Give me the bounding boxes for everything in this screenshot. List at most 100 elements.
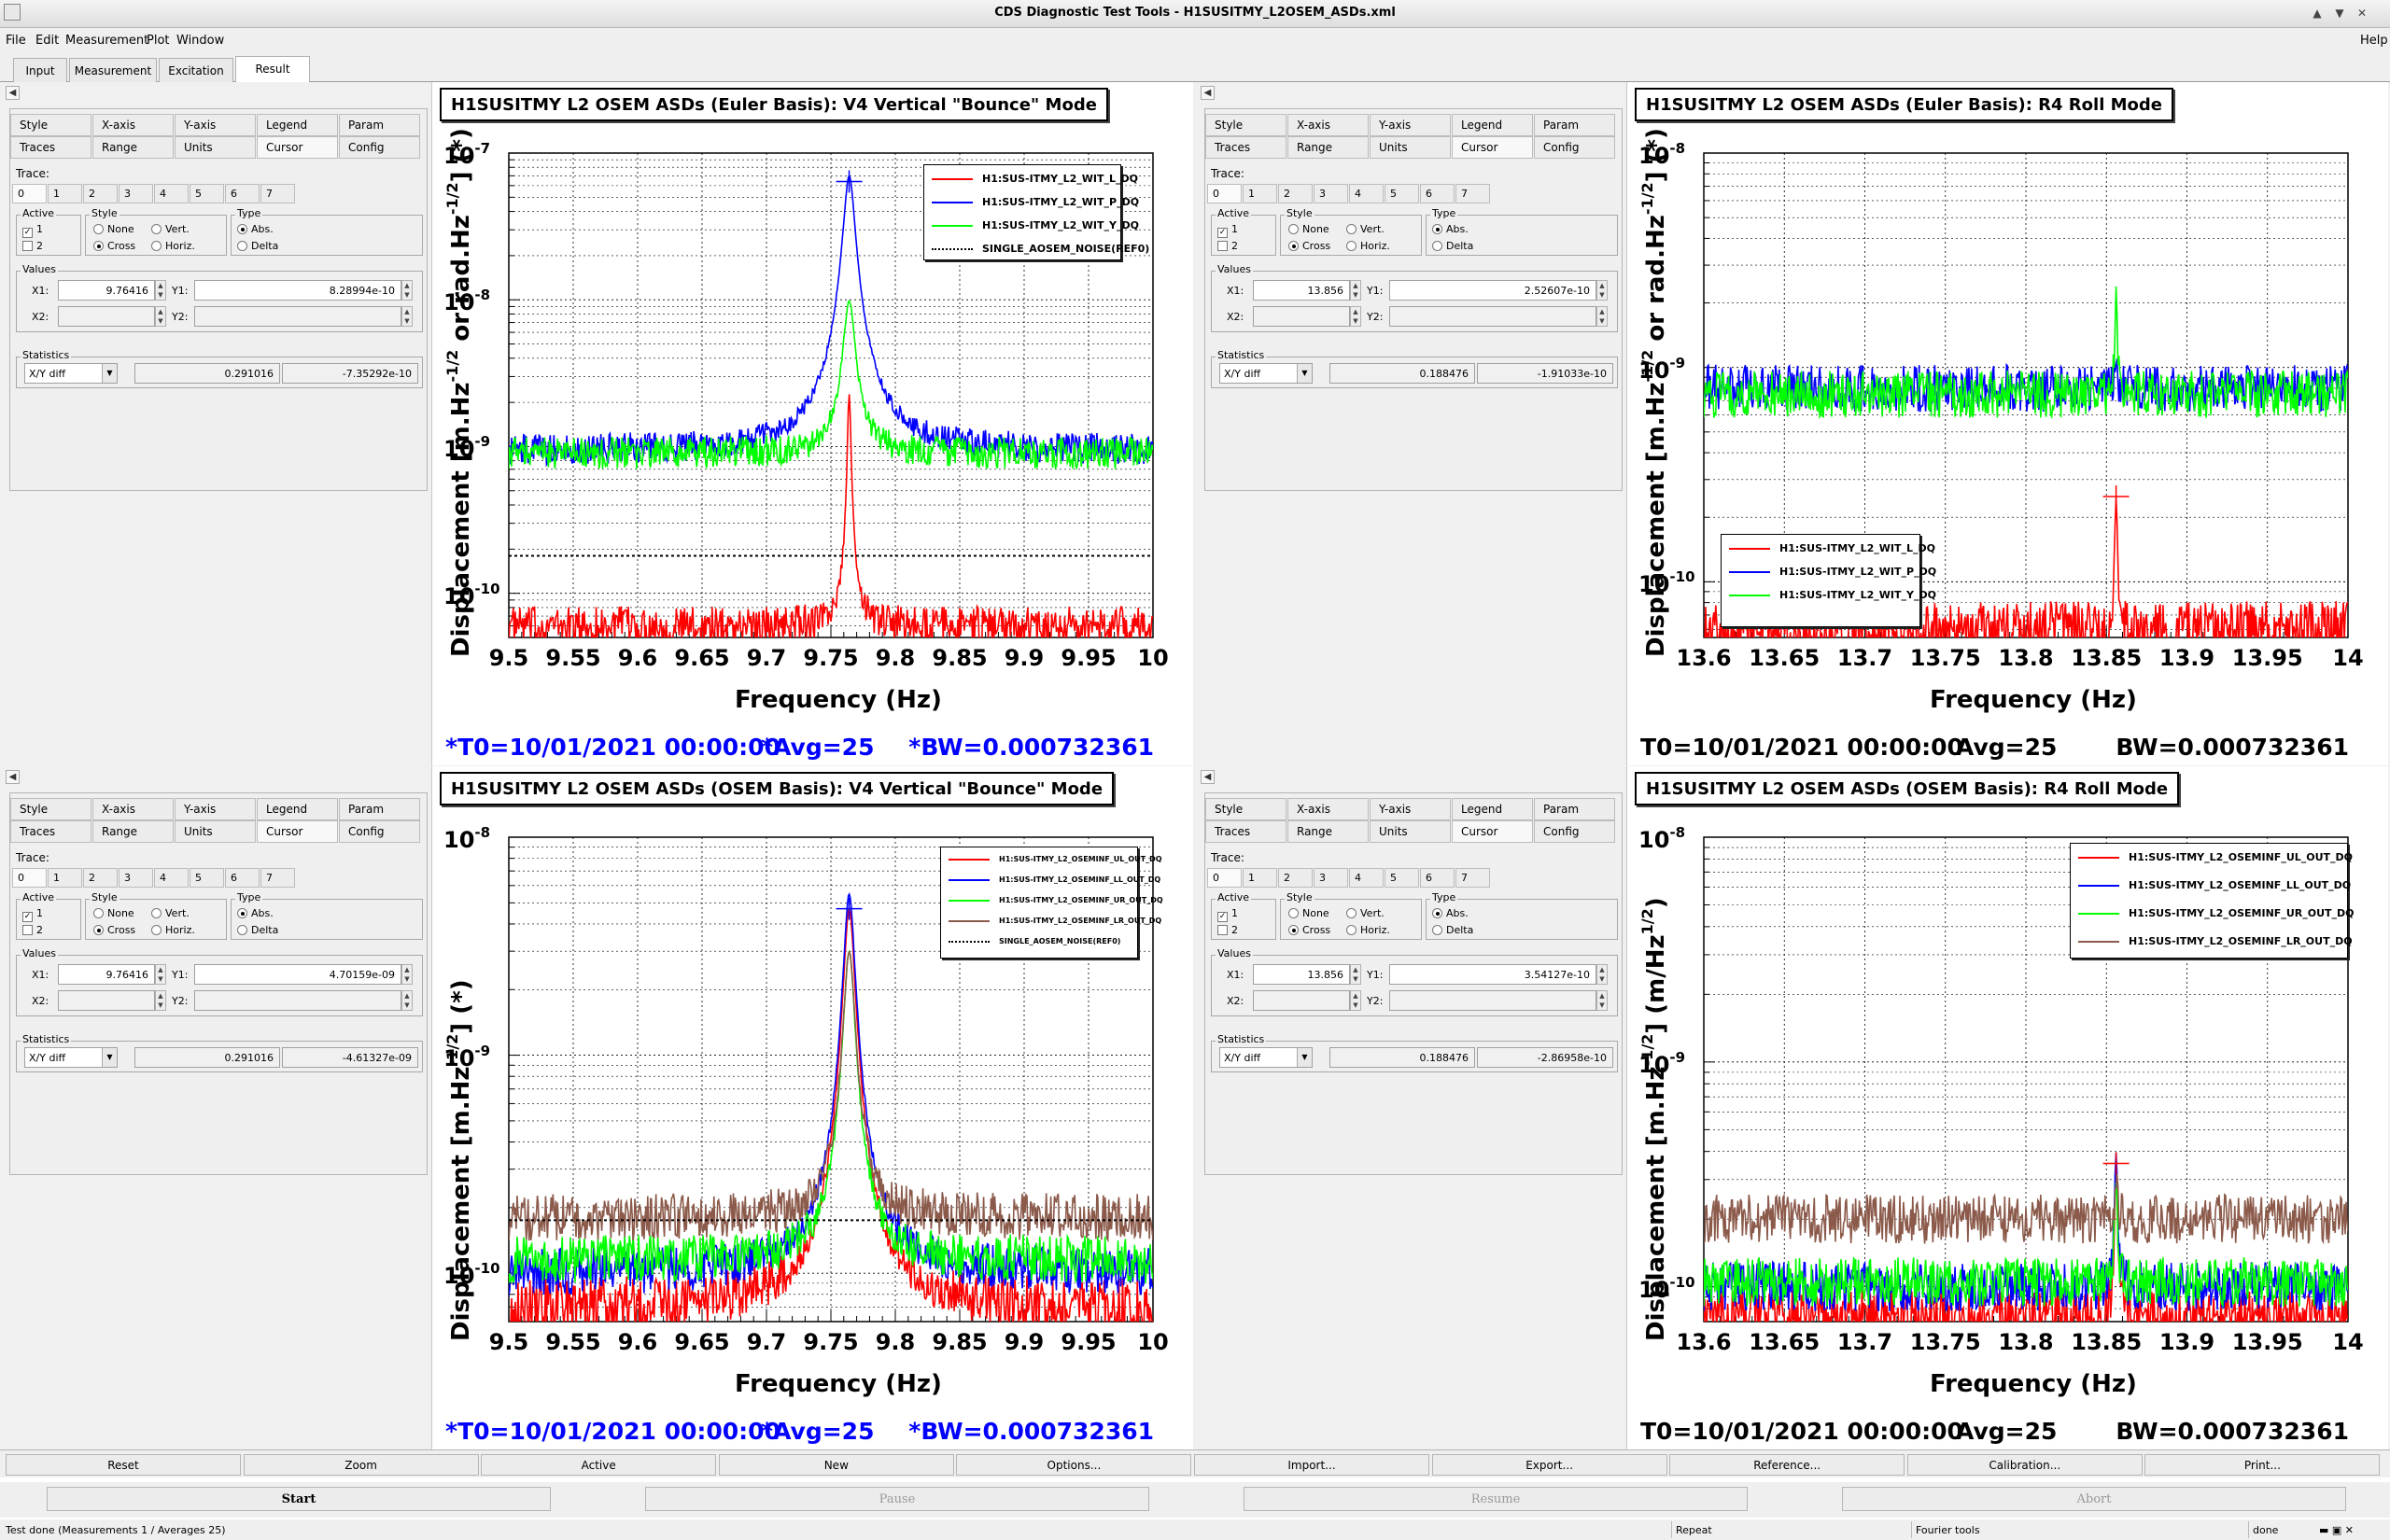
trace-tab-2[interactable]: 2 <box>1278 868 1313 888</box>
x1-field[interactable]: 13.856 <box>1253 964 1350 985</box>
type-abs-radio[interactable]: Abs. <box>1432 907 1469 919</box>
tab-excitation[interactable]: Excitation <box>159 58 233 82</box>
tab-config[interactable]: Config <box>1534 136 1615 159</box>
x2-field[interactable] <box>1253 990 1350 1011</box>
tab-traces[interactable]: Traces <box>10 820 91 843</box>
collapse-arrow-icon[interactable]: ◀ <box>6 86 20 100</box>
plot-area[interactable]: H1SUSITMY L2 OSEM ASDs (OSEM Basis): V4 … <box>431 766 1193 1449</box>
y1-field[interactable]: 2.52607e-10 <box>1389 280 1596 301</box>
tab-traces[interactable]: Traces <box>1205 136 1286 159</box>
reset-button[interactable]: Reset <box>6 1454 241 1476</box>
type-abs-radio[interactable]: Abs. <box>1432 223 1469 235</box>
menu-help[interactable]: Help <box>2360 34 2388 48</box>
plot-area[interactable]: H1SUSITMY L2 OSEM ASDs (OSEM Basis): R4 … <box>1626 766 2388 1449</box>
new-button[interactable]: New <box>718 1454 954 1476</box>
tab-units[interactable]: Units <box>175 820 256 843</box>
active-2-checkbox[interactable]: 2 <box>22 240 43 252</box>
collapse-arrow-icon[interactable]: ◀ <box>6 770 20 784</box>
active-button[interactable]: Active <box>481 1454 717 1476</box>
plot-area[interactable]: H1SUSITMY L2 OSEM ASDs (Euler Basis): R4… <box>1626 82 2388 765</box>
tab-units[interactable]: Units <box>1370 820 1451 843</box>
trace-tab-7[interactable]: 7 <box>260 868 295 888</box>
pause-button[interactable]: Pause <box>645 1487 1149 1511</box>
trace-tab-0[interactable]: 0 <box>12 184 47 203</box>
active-2-checkbox[interactable]: 2 <box>1217 924 1238 936</box>
trace-tab-3[interactable]: 3 <box>1314 184 1348 203</box>
x2-field[interactable] <box>1253 306 1350 327</box>
x1-field[interactable]: 9.76416 <box>58 964 155 985</box>
statistics-mode-select[interactable]: X/Y diff ▼ <box>24 363 118 384</box>
x2-field[interactable] <box>58 306 155 327</box>
trace-tab-0[interactable]: 0 <box>12 868 47 888</box>
style-horiz-radio[interactable]: Horiz. <box>151 240 195 252</box>
trace-tab-7[interactable]: 7 <box>1455 868 1490 888</box>
tab-range[interactable]: Range <box>92 820 174 843</box>
y1-spinner[interactable]: ▲ ▼ <box>1596 964 1608 985</box>
tab-style[interactable]: Style <box>10 114 91 136</box>
style-none-radio[interactable]: None <box>93 223 134 235</box>
y2-field[interactable] <box>1389 306 1596 327</box>
y1-field[interactable]: 8.28994e-10 <box>194 280 401 301</box>
style-vert-radio[interactable]: Vert. <box>151 907 190 919</box>
minimize-icon[interactable]: ▲ <box>2313 7 2322 20</box>
trace-tab-3[interactable]: 3 <box>119 868 153 888</box>
active-2-checkbox[interactable]: 2 <box>22 924 43 936</box>
tab-legend[interactable]: Legend <box>1452 114 1533 136</box>
menu-file[interactable]: File <box>6 34 26 48</box>
trace-tab-3[interactable]: 3 <box>119 184 153 203</box>
active-1-checkbox[interactable]: ✓ 1 <box>22 907 43 922</box>
x1-spinner[interactable]: ▲ ▼ <box>1350 280 1361 301</box>
x1-field[interactable]: 9.76416 <box>58 280 155 301</box>
x1-spinner[interactable]: ▲ ▼ <box>1350 964 1361 985</box>
tab-cursor[interactable]: Cursor <box>257 820 338 843</box>
x1-spinner[interactable]: ▲ ▼ <box>155 280 166 301</box>
status-window-controls[interactable]: ▬ ▣ ✕ <box>2319 1524 2354 1536</box>
trace-tab-2[interactable]: 2 <box>83 184 118 203</box>
tab-legend[interactable]: Legend <box>1452 798 1533 820</box>
y1-field[interactable]: 4.70159e-09 <box>194 964 401 985</box>
style-none-radio[interactable]: None <box>93 907 134 919</box>
menu-measurement[interactable]: Measurement <box>65 34 149 48</box>
calibration-button[interactable]: Calibration... <box>1906 1454 2143 1476</box>
reference-button[interactable]: Reference... <box>1669 1454 1905 1476</box>
tab-measurement[interactable]: Measurement <box>69 58 157 82</box>
trace-tab-2[interactable]: 2 <box>83 868 118 888</box>
collapse-arrow-icon[interactable]: ◀ <box>1201 86 1215 100</box>
plot-area[interactable]: H1SUSITMY L2 OSEM ASDs (Euler Basis): V4… <box>431 82 1193 765</box>
close-icon[interactable]: ✕ <box>2356 7 2368 20</box>
menu-window[interactable]: Window <box>176 34 225 48</box>
y1-spinner[interactable]: ▲ ▼ <box>401 964 413 985</box>
tab-input[interactable]: Input <box>13 58 67 82</box>
trace-tab-5[interactable]: 5 <box>1385 184 1419 203</box>
options-button[interactable]: Options... <box>956 1454 1192 1476</box>
style-horiz-radio[interactable]: Horiz. <box>1346 240 1390 252</box>
active-2-checkbox[interactable]: 2 <box>1217 240 1238 252</box>
tab-y-axis[interactable]: Y-axis <box>1370 114 1451 136</box>
x1-spinner[interactable]: ▲ ▼ <box>155 964 166 985</box>
type-delta-radio[interactable]: Delta <box>237 924 278 936</box>
export-button[interactable]: Export... <box>1431 1454 1667 1476</box>
trace-tab-5[interactable]: 5 <box>190 184 224 203</box>
trace-tab-0[interactable]: 0 <box>1207 184 1242 203</box>
trace-tab-6[interactable]: 6 <box>1420 184 1455 203</box>
active-1-checkbox[interactable]: ✓ 1 <box>1217 223 1238 238</box>
tab-y-axis[interactable]: Y-axis <box>175 114 256 136</box>
style-none-radio[interactable]: None <box>1288 907 1329 919</box>
x2-spinner[interactable]: ▲ ▼ <box>155 990 166 1011</box>
statistics-mode-select[interactable]: X/Y diff ▼ <box>24 1047 118 1068</box>
trace-tab-1[interactable]: 1 <box>48 184 82 203</box>
tab-x-axis[interactable]: X-axis <box>92 114 174 136</box>
x2-field[interactable] <box>58 990 155 1011</box>
style-horiz-radio[interactable]: Horiz. <box>151 924 195 936</box>
tab-param[interactable]: Param <box>339 114 420 136</box>
trace-tab-5[interactable]: 5 <box>190 868 224 888</box>
active-1-checkbox[interactable]: ✓ 1 <box>22 223 43 238</box>
style-cross-radio[interactable]: Cross <box>1288 924 1330 936</box>
x2-spinner[interactable]: ▲ ▼ <box>1350 306 1361 327</box>
trace-tab-4[interactable]: 4 <box>1349 184 1384 203</box>
menu-plot[interactable]: Plot <box>147 34 170 48</box>
print-button[interactable]: Print... <box>2144 1454 2381 1476</box>
x1-field[interactable]: 13.856 <box>1253 280 1350 301</box>
trace-tab-6[interactable]: 6 <box>1420 868 1455 888</box>
tab-range[interactable]: Range <box>92 136 174 159</box>
